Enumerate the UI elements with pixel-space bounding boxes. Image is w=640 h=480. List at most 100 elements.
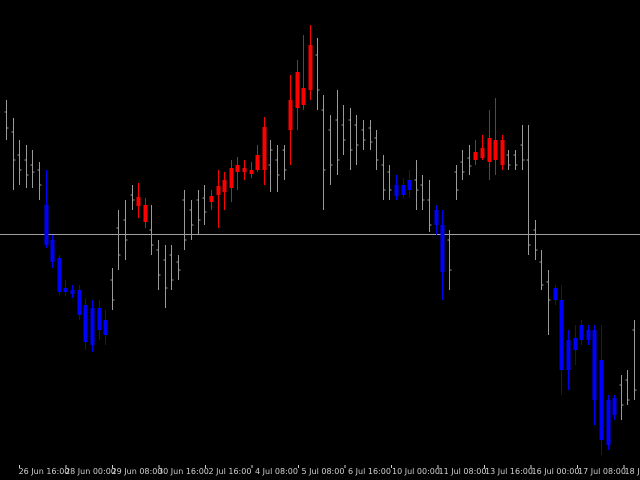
- x-tick-label: 11 Jul 08:00: [439, 467, 487, 476]
- candle: [136, 183, 141, 218]
- candle: [335, 90, 340, 175]
- candle: [17, 140, 22, 185]
- candle-body: [500, 140, 505, 165]
- candle: [341, 105, 346, 155]
- candle: [242, 160, 247, 180]
- candle: [97, 300, 102, 340]
- candle: [116, 210, 121, 270]
- candle: [354, 115, 359, 165]
- candle-body: [255, 155, 260, 170]
- candle: [90, 300, 95, 352]
- candle: [361, 120, 366, 150]
- candle: [301, 35, 306, 110]
- candle-body: [242, 168, 247, 172]
- candle: [50, 235, 55, 268]
- candle-body: [235, 165, 240, 172]
- candle: [163, 245, 168, 308]
- candle: [546, 270, 551, 335]
- candle: [196, 190, 201, 235]
- candle-body: [44, 205, 49, 245]
- candle: [315, 38, 320, 110]
- candle: [407, 170, 412, 198]
- candle: [176, 255, 181, 280]
- candle: [30, 150, 35, 188]
- candle-body: [579, 325, 584, 340]
- candle-body: [63, 288, 68, 292]
- candle: [268, 140, 273, 192]
- candle: [4, 100, 9, 140]
- candle-body: [229, 168, 234, 188]
- candle: [500, 135, 505, 170]
- candle: [189, 200, 194, 240]
- candle: [83, 298, 88, 350]
- candle: [513, 150, 518, 170]
- x-tick-label: 4 Jul 08:00: [255, 467, 298, 476]
- candle-body: [592, 330, 597, 400]
- candle-body: [262, 127, 267, 170]
- candle: [288, 75, 293, 165]
- candle: [103, 310, 108, 345]
- candle: [606, 395, 611, 450]
- x-tick-label: 5 Jul 08:00: [302, 467, 345, 476]
- candle: [625, 370, 630, 405]
- candle: [414, 160, 419, 210]
- candle: [612, 395, 617, 420]
- x-tick-label: 16 Jul 00:00: [532, 467, 580, 476]
- candle: [182, 190, 187, 250]
- candle-body: [97, 308, 102, 330]
- candle-body: [249, 170, 254, 174]
- candle-body: [70, 290, 75, 294]
- candle: [235, 157, 240, 190]
- candle-body: [493, 140, 498, 160]
- candle: [401, 178, 406, 198]
- candle: [520, 125, 525, 170]
- candle: [70, 285, 75, 298]
- candle: [222, 172, 227, 210]
- candle: [394, 175, 399, 200]
- candle: [454, 165, 459, 200]
- candle-body: [308, 45, 313, 90]
- candle-body: [136, 197, 141, 206]
- candle: [169, 245, 174, 290]
- candle: [368, 120, 373, 150]
- x-tick-label: 30 Jun 16:00: [158, 467, 209, 476]
- candle: [506, 150, 511, 170]
- candle: [420, 175, 425, 210]
- candle-body: [480, 148, 485, 158]
- x-tick-label: 28 Jun 00:00: [65, 467, 116, 476]
- candles-group: [4, 25, 637, 455]
- candle-body: [434, 210, 439, 225]
- candle: [282, 145, 287, 180]
- candle-body: [553, 288, 558, 300]
- candle-body: [606, 400, 611, 445]
- candle: [599, 325, 604, 455]
- candle: [427, 180, 432, 232]
- x-tick-label: 29 Jun 08:00: [112, 467, 163, 476]
- candle: [24, 145, 29, 188]
- candle: [130, 185, 135, 210]
- candle: [295, 60, 300, 130]
- candle: [467, 145, 472, 175]
- candle: [156, 240, 161, 290]
- candle-body: [559, 300, 564, 370]
- candle-body: [487, 138, 492, 162]
- candle: [619, 375, 624, 420]
- candle: [63, 280, 68, 296]
- candle: [460, 150, 465, 180]
- candle: [229, 160, 234, 202]
- candle: [440, 210, 445, 300]
- candle: [526, 125, 531, 255]
- candle: [110, 268, 115, 310]
- candle-body: [288, 100, 293, 130]
- candle: [566, 330, 571, 390]
- candle-body: [90, 308, 95, 345]
- candle: [202, 185, 207, 225]
- candle-body: [401, 185, 406, 195]
- candle-body: [573, 338, 578, 350]
- candle: [533, 220, 538, 260]
- candle-body: [295, 72, 300, 108]
- x-tick-label: 26 Jun 16:00: [19, 467, 70, 476]
